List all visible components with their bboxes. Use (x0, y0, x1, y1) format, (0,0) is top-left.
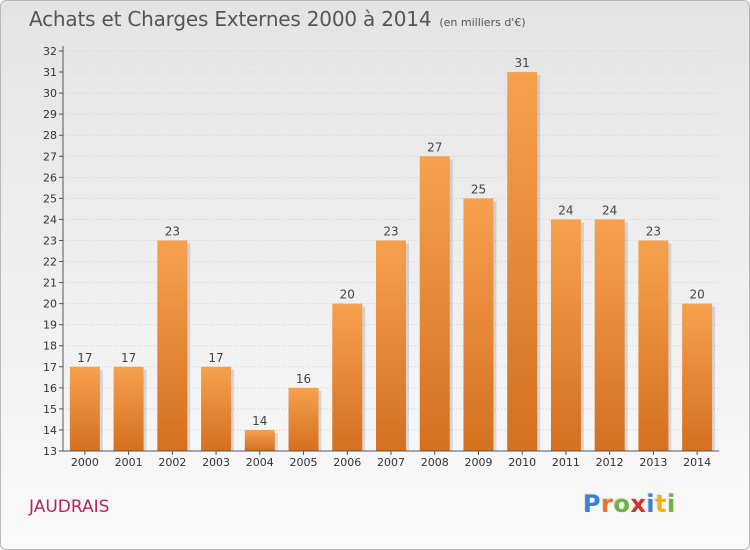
data-label-2007: 23 (383, 224, 398, 238)
bar-2009 (463, 198, 494, 451)
data-label-2002: 23 (165, 224, 180, 238)
data-label-2008: 27 (427, 140, 442, 154)
data-label-2000: 17 (77, 351, 92, 365)
data-label-2005: 16 (296, 372, 311, 386)
x-tick-label-2003: 2003 (202, 456, 230, 469)
data-label-2009: 25 (471, 182, 486, 196)
y-tick-label: 20 (43, 298, 57, 311)
x-tick-label-2002: 2002 (158, 456, 186, 469)
y-tick-label: 26 (43, 171, 57, 184)
bar-2014 (682, 303, 713, 451)
bar-2013 (638, 240, 669, 451)
data-label-2012: 24 (602, 203, 617, 217)
bar-2001 (113, 366, 144, 451)
logo-letter: o (613, 490, 631, 518)
bar-2011 (550, 219, 581, 451)
y-tick-label: 13 (43, 445, 57, 458)
bar-2006 (332, 303, 363, 451)
x-tick-label-2001: 2001 (115, 456, 143, 469)
chart-title: Achats et Charges Externes 2000 à 2014 (29, 7, 432, 31)
y-tick-label: 15 (43, 403, 57, 416)
bar-2002 (157, 240, 188, 451)
x-tick-label-2012: 2012 (596, 456, 624, 469)
x-tick-label-2000: 2000 (71, 456, 99, 469)
data-label-2010: 31 (515, 56, 530, 70)
y-tick-label: 31 (43, 66, 57, 79)
x-tick-label-2007: 2007 (377, 456, 405, 469)
bar-2012 (594, 219, 625, 451)
bar-2004 (244, 429, 275, 451)
y-tick-label: 22 (43, 256, 57, 269)
bar-2007 (376, 240, 406, 451)
data-labels: 17 17 23 17 14 16 20 23 27 25 31 24 24 23 20 (77, 56, 705, 428)
y-tick-label: 16 (43, 382, 57, 395)
y-tick-label: 32 (43, 45, 57, 58)
y-tick-label: 28 (43, 129, 57, 142)
bar-2005 (288, 387, 319, 451)
y-tick-label: 21 (43, 277, 57, 290)
y-tick-labels: 13 14 15 16 17 18 19 20 21 22 23 24 25 26 27 28 29 30 31 32 (43, 45, 57, 458)
y-tick-label: 24 (43, 213, 57, 226)
data-label-2003: 17 (208, 351, 223, 365)
bar-2010 (507, 72, 538, 451)
town-name: JAUDRAIS (29, 497, 110, 517)
logo-letter: x (630, 490, 647, 518)
y-tick-label: 25 (43, 192, 57, 205)
data-label-2006: 20 (340, 288, 355, 302)
bar-2003 (201, 366, 232, 451)
data-label-2014: 20 (689, 288, 704, 302)
x-tick-label-2008: 2008 (421, 456, 449, 469)
bars (69, 72, 713, 451)
x-tick-label-2004: 2004 (246, 456, 274, 469)
y-tick-label: 27 (43, 150, 57, 163)
logo-letter: i (646, 490, 656, 518)
y-tick-label: 30 (43, 87, 57, 100)
y-tick-label: 19 (43, 319, 57, 332)
x-tick-label-2009: 2009 (464, 456, 492, 469)
y-tick-label: 14 (43, 424, 57, 437)
data-label-2004: 14 (252, 414, 267, 428)
logo-letter: i (667, 490, 676, 518)
data-label-2011: 24 (558, 203, 573, 217)
data-label-2013: 23 (646, 224, 661, 238)
logo-letter: P (583, 490, 602, 518)
x-tick-label-2006: 2006 (333, 456, 361, 469)
y-tick-label: 29 (43, 108, 57, 121)
x-tick-label-2014: 2014 (683, 456, 711, 469)
unit-note: (en milliers d'€) (439, 16, 526, 29)
y-tick-label: 18 (43, 340, 57, 353)
logo-letter: t (655, 490, 668, 518)
bar-2008 (419, 156, 450, 451)
axes (59, 46, 719, 455)
x-tick-label-2010: 2010 (508, 456, 536, 469)
y-tick-label: 23 (43, 234, 57, 247)
chart-title-block: Achats et Charges Externes 2000 à 2014 (e… (29, 7, 526, 31)
x-tick-label-2013: 2013 (639, 456, 667, 469)
x-tick-labels: 2000 2001 2002 2003 2004 2005 2006 2007 2008 2009… (71, 456, 711, 469)
logo-letter: r (601, 490, 614, 518)
x-tick-label-2011: 2011 (552, 456, 580, 469)
y-tick-label: 17 (43, 361, 57, 374)
data-label-2001: 17 (121, 351, 136, 365)
proxiti-logo: Proxiti (583, 490, 676, 518)
x-tick-label-2005: 2005 (290, 456, 318, 469)
bar-2000 (69, 366, 100, 451)
